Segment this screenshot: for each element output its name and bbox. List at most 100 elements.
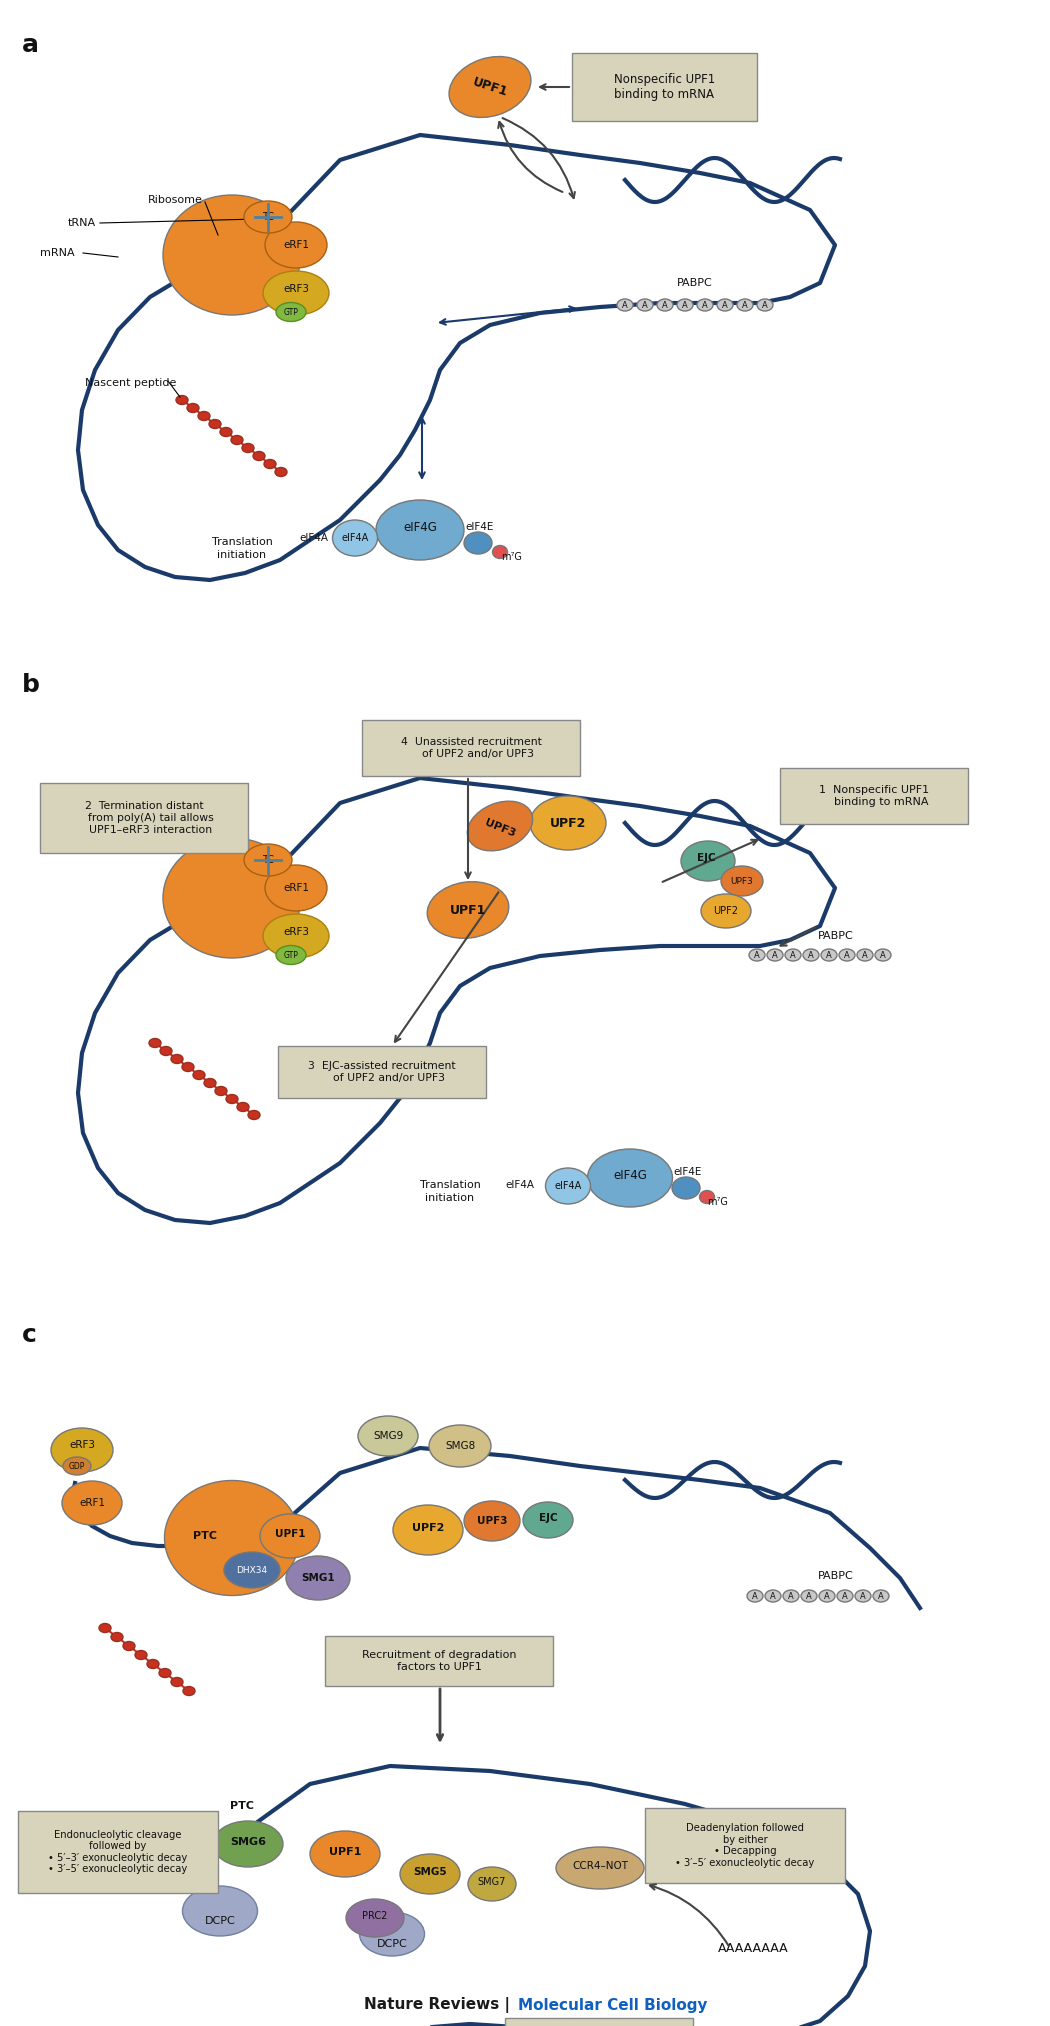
FancyBboxPatch shape [362, 719, 580, 776]
Ellipse shape [376, 500, 464, 559]
Ellipse shape [171, 1678, 183, 1686]
Text: PTC: PTC [193, 1532, 217, 1542]
Text: c: c [22, 1323, 37, 1347]
Ellipse shape [62, 1481, 122, 1526]
Text: AAAAAAAA: AAAAAAAA [718, 1941, 789, 1955]
Text: m⁷G: m⁷G [502, 551, 523, 561]
Text: A: A [622, 300, 628, 310]
Text: b: b [22, 673, 40, 697]
FancyBboxPatch shape [40, 782, 248, 853]
Ellipse shape [242, 444, 254, 452]
Ellipse shape [260, 1513, 320, 1558]
Text: Endonucleolytic cleavage
followed by
• 5′–3′ exonucleolytic decay
• 3′–5′ exonuc: Endonucleolytic cleavage followed by • 5… [48, 1829, 188, 1874]
Ellipse shape [204, 1078, 216, 1088]
Ellipse shape [135, 1651, 147, 1659]
Text: PABPC: PABPC [677, 278, 713, 288]
FancyBboxPatch shape [326, 1637, 553, 1686]
Text: 4  Unassisted recruitment
    of UPF2 and/or UPF3: 4 Unassisted recruitment of UPF2 and/or … [400, 737, 542, 760]
Ellipse shape [265, 865, 327, 912]
Text: A: A [826, 950, 832, 960]
Ellipse shape [224, 1552, 280, 1588]
Ellipse shape [160, 1047, 172, 1056]
Text: SMG6: SMG6 [230, 1838, 266, 1848]
Ellipse shape [757, 300, 773, 312]
Text: A: A [752, 1592, 758, 1601]
Ellipse shape [358, 1416, 418, 1457]
Text: Nascent peptide: Nascent peptide [85, 379, 176, 389]
Text: A: A [824, 1592, 830, 1601]
Text: SMG9: SMG9 [373, 1430, 403, 1440]
Ellipse shape [697, 300, 713, 312]
Text: TC: TC [262, 855, 274, 865]
Text: A: A [790, 950, 796, 960]
Text: eIF4E: eIF4E [466, 523, 495, 533]
Text: PRC2: PRC2 [362, 1911, 387, 1921]
Ellipse shape [427, 881, 509, 938]
Ellipse shape [123, 1641, 135, 1651]
Ellipse shape [215, 1086, 227, 1096]
Ellipse shape [359, 1913, 424, 1955]
Ellipse shape [333, 521, 378, 555]
Ellipse shape [783, 1590, 799, 1603]
Text: SMG8: SMG8 [445, 1440, 475, 1451]
Text: initiation: initiation [217, 549, 267, 559]
Ellipse shape [855, 1590, 872, 1603]
Text: A: A [880, 950, 886, 960]
Ellipse shape [226, 1094, 238, 1104]
Text: A: A [742, 300, 748, 310]
Ellipse shape [523, 1501, 573, 1538]
Text: PTC: PTC [230, 1801, 254, 1811]
Ellipse shape [801, 1590, 817, 1603]
Text: A: A [842, 1592, 848, 1601]
Text: UPF3: UPF3 [731, 877, 754, 885]
Ellipse shape [873, 1590, 889, 1603]
Text: UPF2: UPF2 [412, 1524, 444, 1534]
Text: eRF3: eRF3 [284, 928, 309, 936]
Ellipse shape [183, 1886, 257, 1937]
Ellipse shape [265, 223, 327, 267]
Ellipse shape [766, 948, 783, 960]
Text: A: A [789, 1592, 794, 1601]
Text: Translation: Translation [211, 537, 272, 547]
Text: A: A [702, 300, 708, 310]
Text: eIF4A: eIF4A [341, 533, 369, 543]
Ellipse shape [163, 194, 301, 314]
Ellipse shape [737, 300, 753, 312]
Text: EJC: EJC [697, 853, 715, 863]
Ellipse shape [99, 1623, 111, 1633]
Ellipse shape [244, 845, 292, 875]
Text: Molecular Cell Biology: Molecular Cell Biology [518, 1998, 708, 2012]
Text: mRNA: mRNA [40, 247, 75, 257]
Text: eIF4A: eIF4A [299, 533, 329, 543]
Text: eIF4A: eIF4A [554, 1181, 582, 1191]
Ellipse shape [821, 948, 837, 960]
Ellipse shape [63, 1457, 91, 1475]
Text: UPF2: UPF2 [550, 816, 586, 829]
Text: A: A [643, 300, 648, 310]
Ellipse shape [464, 1501, 520, 1542]
Ellipse shape [171, 1054, 183, 1064]
Text: UPF3: UPF3 [477, 1515, 507, 1526]
Ellipse shape [717, 300, 733, 312]
Text: UPF2: UPF2 [714, 906, 738, 916]
Text: m⁷G: m⁷G [708, 1197, 729, 1207]
Ellipse shape [492, 545, 507, 559]
FancyBboxPatch shape [278, 1045, 486, 1098]
Text: A: A [862, 950, 868, 960]
Text: A: A [754, 950, 760, 960]
Text: UPF1: UPF1 [329, 1848, 361, 1858]
Text: GDP: GDP [69, 1461, 85, 1471]
Ellipse shape [248, 1110, 260, 1120]
Text: Ribosome: Ribosome [148, 194, 203, 205]
Text: A: A [772, 950, 778, 960]
Ellipse shape [464, 533, 492, 553]
Text: A: A [762, 300, 768, 310]
FancyBboxPatch shape [18, 1811, 218, 1892]
Text: A: A [878, 1592, 884, 1601]
Ellipse shape [163, 839, 301, 958]
Text: A: A [844, 950, 849, 960]
Text: eIF4A: eIF4A [505, 1179, 534, 1189]
Ellipse shape [857, 948, 873, 960]
Ellipse shape [198, 411, 210, 421]
Ellipse shape [617, 300, 633, 312]
